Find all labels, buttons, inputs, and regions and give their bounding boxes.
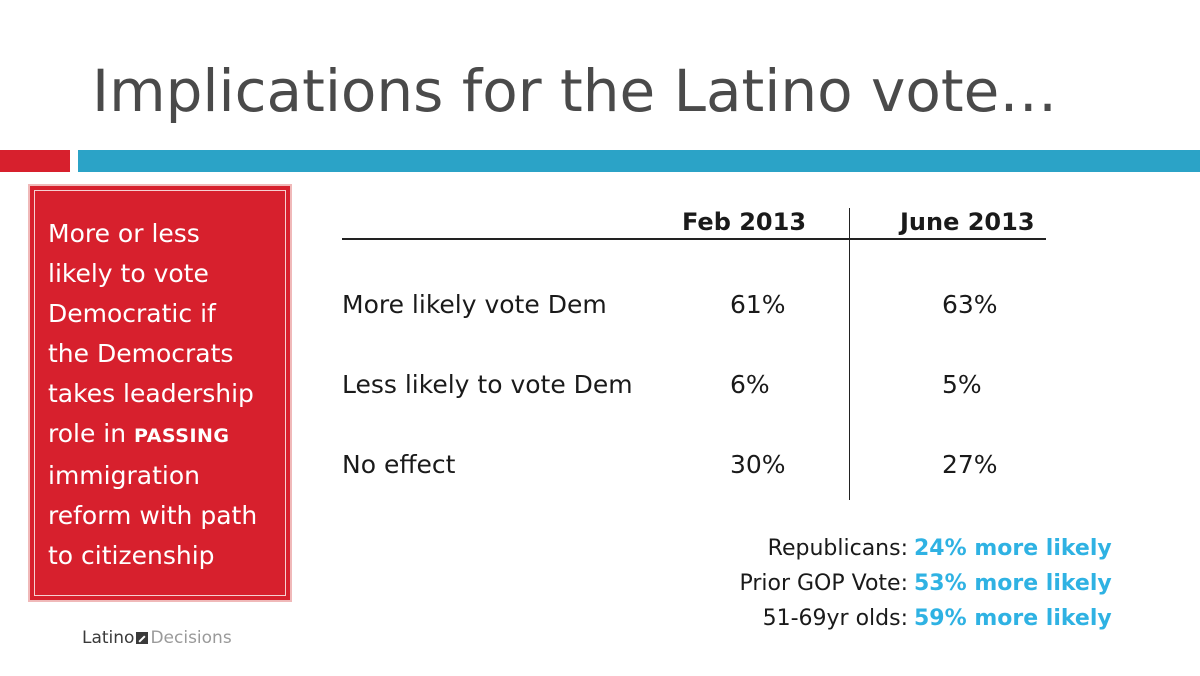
note-value-51-69: 59% more likely	[914, 606, 1112, 631]
logo-mark-icon	[136, 632, 149, 644]
cell-june-less-likely: 5%	[942, 370, 982, 399]
note-label-republicans: Republicans:	[767, 536, 908, 561]
question-box-border	[34, 190, 286, 596]
cell-feb-less-likely: 6%	[730, 370, 770, 399]
question-line: immigration	[48, 461, 200, 490]
note-label-prior-gop: Prior GOP Vote:	[739, 571, 908, 596]
slide-title: Implications for the Latino vote…	[92, 57, 1058, 125]
question-line: reform with path	[48, 501, 258, 530]
question-line: Democratic if	[48, 299, 216, 328]
question-line: takes leadership	[48, 379, 254, 408]
accent-bar-red	[0, 150, 70, 172]
cell-june-more-likely: 63%	[942, 290, 998, 319]
question-emphasis: PASSING	[134, 425, 230, 447]
question-line: to citizenship	[48, 541, 215, 570]
question-line: likely to vote	[48, 259, 209, 288]
note-value-prior-gop: 53% more likely	[914, 571, 1112, 596]
note-value-republicans: 24% more likely	[914, 536, 1112, 561]
logo-text-decisions: Decisions	[150, 628, 232, 648]
row-label-more-likely: More likely vote Dem	[342, 290, 607, 319]
question-line: role in PASSING	[48, 414, 284, 456]
cell-june-no-effect: 27%	[942, 450, 998, 479]
note-label-51-69: 51-69yr olds:	[762, 606, 908, 631]
question-line: More or less	[48, 219, 200, 248]
logo-text-latino: Latino	[82, 628, 135, 648]
row-label-no-effect: No effect	[342, 450, 456, 479]
cell-feb-more-likely: 61%	[730, 290, 786, 319]
column-header-june: June 2013	[900, 208, 1035, 236]
question-box: More or less likely to vote Democratic i…	[28, 184, 292, 602]
cell-feb-no-effect: 30%	[730, 450, 786, 479]
column-divider	[849, 208, 850, 500]
question-text: More or less likely to vote Democratic i…	[48, 214, 284, 576]
row-label-less-likely: Less likely to vote Dem	[342, 370, 633, 399]
accent-bar-blue	[78, 150, 1200, 172]
question-line-part: role in	[48, 419, 127, 448]
header-rule	[342, 238, 1046, 240]
latino-decisions-logo: Latino Decisions	[82, 628, 232, 648]
column-header-feb: Feb 2013	[682, 208, 807, 236]
question-line: the Democrats	[48, 339, 234, 368]
